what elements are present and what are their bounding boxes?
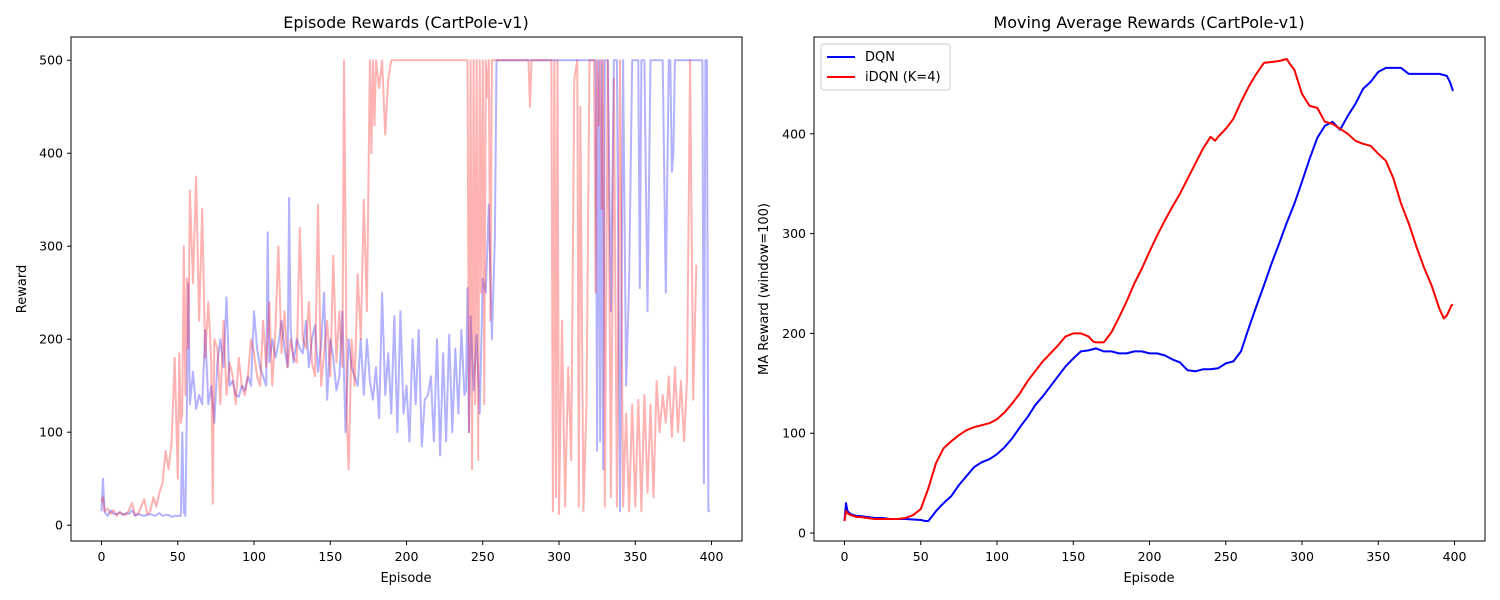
y-axis-label: MA Reward (window=100) xyxy=(757,203,772,375)
x-tick-label: 200 xyxy=(395,549,419,564)
y-tick-label: 100 xyxy=(782,426,806,441)
y-tick-label: 0 xyxy=(798,526,806,541)
x-axis-label: Episode xyxy=(380,571,431,586)
chart-title: Moving Average Rewards (CartPole-v1) xyxy=(993,13,1304,32)
series-2-line xyxy=(100,59,698,517)
x-tick-label: 250 xyxy=(471,549,495,564)
x-tick-label: 200 xyxy=(1138,549,1162,564)
legend: DQN iDQN (K=4) xyxy=(820,43,951,91)
x-tick-label: 100 xyxy=(242,549,266,564)
x-tick-label: 150 xyxy=(318,549,342,564)
y-tick-label: 0 xyxy=(55,518,63,533)
y-axis-label: Reward xyxy=(15,265,30,313)
plot-area xyxy=(843,58,1454,522)
y-tick-label: 400 xyxy=(782,126,806,141)
x-tick-label: 250 xyxy=(1214,549,1238,564)
y-tick-label: 300 xyxy=(39,239,63,254)
legend-label-dqn: DQN xyxy=(865,50,895,65)
x-axis-ticks: 0 50 100 150 200 250 300 350 400 xyxy=(841,541,1467,564)
dqn-line xyxy=(843,66,1454,522)
y-axis-ticks: 0 100 200 300 400 xyxy=(782,126,814,541)
chart-title: Episode Rewards (CartPole-v1) xyxy=(283,13,528,32)
x-axis-label: Episode xyxy=(1123,571,1174,586)
x-tick-label: 150 xyxy=(1061,549,1085,564)
x-tick-label: 50 xyxy=(913,549,929,564)
y-tick-label: 200 xyxy=(39,332,63,347)
series-1-line xyxy=(100,59,710,518)
x-tick-label: 0 xyxy=(841,549,849,564)
x-tick-label: 300 xyxy=(1290,549,1314,564)
idqn-k-4-line xyxy=(843,58,1454,522)
x-tick-label: 0 xyxy=(98,549,106,564)
plot-area xyxy=(100,59,710,518)
x-tick-label: 50 xyxy=(170,549,186,564)
legend-box xyxy=(820,43,951,91)
y-tick-label: 400 xyxy=(39,146,63,161)
y-axis-ticks: 0 100 200 300 400 500 xyxy=(39,53,71,533)
x-tick-label: 350 xyxy=(1366,549,1390,564)
x-tick-label: 400 xyxy=(1443,549,1467,564)
y-tick-label: 100 xyxy=(39,425,63,440)
x-axis-ticks: 0 50 100 150 200 250 300 350 400 xyxy=(98,541,724,564)
moving-average-chart: Moving Average Rewards (CartPole-v1) 0 50… xyxy=(757,13,1486,586)
x-tick-label: 100 xyxy=(985,549,1009,564)
y-tick-label: 300 xyxy=(782,226,806,241)
x-tick-label: 350 xyxy=(623,549,647,564)
episode-rewards-chart: Episode Rewards (CartPole-v1) 0 50 100 150 2… xyxy=(15,13,743,586)
x-tick-label: 300 xyxy=(547,549,571,564)
x-tick-label: 400 xyxy=(700,549,724,564)
y-tick-label: 500 xyxy=(39,53,63,68)
legend-label-idqn: iDQN (K=4) xyxy=(865,70,941,85)
y-tick-label: 200 xyxy=(782,326,806,341)
